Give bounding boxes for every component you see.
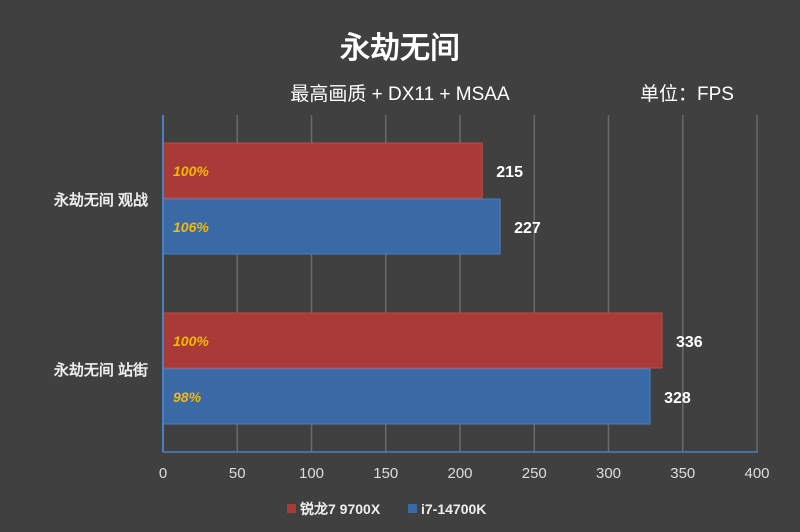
unit-label: 单位：FPS	[640, 83, 734, 105]
x-tick-label: 400	[744, 465, 769, 482]
x-tick-label: 200	[447, 465, 472, 482]
x-tick-label: 50	[229, 465, 246, 482]
legend-label: 锐龙7 9700X	[300, 501, 381, 517]
x-tick-label: 350	[670, 465, 695, 482]
data-label: 328	[664, 390, 691, 407]
data-label: 336	[676, 334, 703, 351]
percent-label: 100%	[173, 333, 209, 349]
bar	[162, 198, 501, 255]
data-label: 227	[514, 220, 541, 237]
x-tick-label: 0	[159, 465, 167, 482]
x-tick-label: 250	[522, 465, 547, 482]
x-tick-label: 150	[373, 465, 398, 482]
x-tick-label: 300	[596, 465, 621, 482]
percent-label: 106%	[173, 219, 209, 235]
bar	[162, 312, 663, 369]
bar	[162, 368, 651, 425]
percent-label: 98%	[173, 389, 202, 405]
chart-subtitle: 最高画质 + DX11 + MSAA	[290, 83, 510, 105]
data-label: 215	[496, 164, 523, 181]
legend-swatch	[287, 504, 296, 513]
category-label: 永劫无间 观战	[53, 191, 148, 209]
legend-label: i7-14700K	[421, 501, 486, 517]
legend-swatch	[408, 504, 417, 513]
x-tick-label: 100	[299, 465, 324, 482]
bar	[162, 142, 483, 199]
category-label: 永劫无间 站街	[53, 361, 148, 379]
chart-title: 永劫无间	[340, 32, 460, 65]
percent-label: 100%	[173, 163, 209, 179]
